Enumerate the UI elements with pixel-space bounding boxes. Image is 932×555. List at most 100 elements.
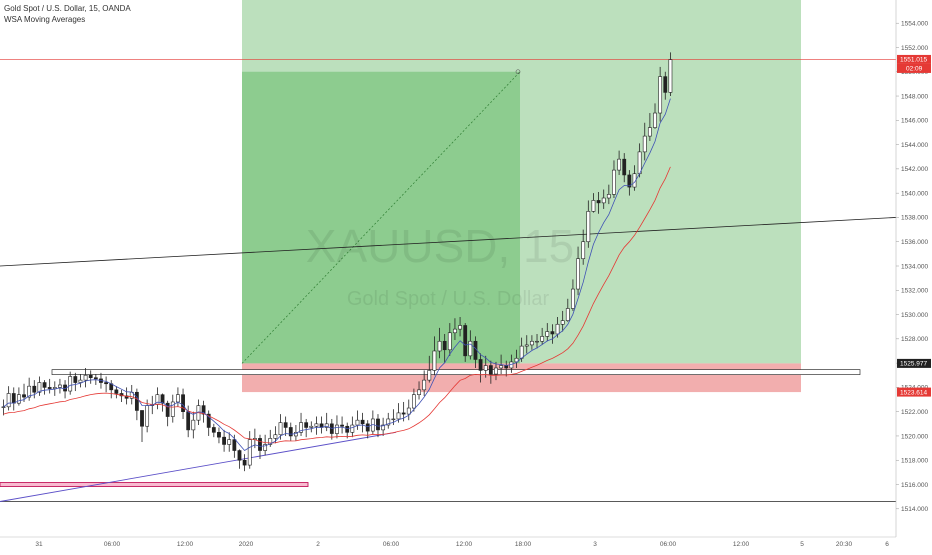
candle: [545, 323, 550, 342]
time-tick-label: 12:00: [456, 541, 473, 548]
candle: [422, 370, 427, 396]
candle-body: [170, 401, 175, 417]
candle: [627, 170, 632, 196]
price-tick-label: 1518.000: [901, 458, 928, 465]
candle-body: [181, 394, 185, 412]
candle-body: [360, 419, 365, 425]
candle-body: [473, 340, 478, 360]
candle: [78, 374, 83, 388]
candle-body: [488, 365, 493, 375]
candle-body: [324, 423, 329, 428]
candle: [524, 335, 529, 354]
price-tick-label: 1542.000: [901, 166, 928, 173]
candle: [73, 372, 78, 392]
candle: [16, 387, 21, 406]
candle-body: [47, 387, 52, 389]
candle: [155, 387, 160, 410]
candle-body: [52, 387, 57, 389]
candle: [299, 412, 303, 436]
candle-body: [211, 427, 216, 433]
candle: [437, 327, 442, 359]
candle-body: [535, 340, 539, 343]
candle-body: [145, 405, 150, 427]
candle: [386, 412, 391, 429]
candle-body: [6, 393, 11, 408]
candle-body: [309, 425, 314, 428]
candle: [432, 336, 437, 376]
candle-body: [612, 169, 616, 195]
candle: [601, 189, 606, 209]
indicator-title: WSA Moving Averages: [4, 15, 86, 24]
time-tick-label: 5: [800, 541, 804, 548]
candle-body: [591, 200, 596, 212]
time-tick-label: 20:30: [836, 541, 853, 548]
time-tick-label: 6: [885, 541, 889, 548]
candle-body: [529, 340, 534, 346]
candle: [273, 426, 278, 444]
price-tick-label: 1532.000: [901, 288, 928, 295]
candle: [58, 378, 62, 394]
time-tick-label: 06:00: [104, 541, 121, 548]
stop-price-tag: [897, 387, 931, 397]
candle: [201, 400, 206, 423]
candle-body: [11, 393, 16, 404]
candle: [6, 386, 11, 411]
candle-body: [114, 389, 119, 394]
candle: [345, 422, 350, 439]
candle-body: [458, 325, 462, 330]
candle: [376, 414, 380, 438]
candle: [42, 380, 47, 395]
time-tick-label: 18:00: [515, 541, 532, 548]
candle: [581, 229, 586, 265]
candle-body: [453, 328, 457, 334]
candle-body: [376, 418, 380, 431]
candle: [68, 371, 73, 395]
candle: [181, 388, 185, 419]
candle-body: [411, 394, 416, 409]
candle: [355, 410, 360, 430]
candle-body: [478, 359, 483, 371]
candle: [596, 191, 601, 214]
candle-body: [540, 336, 545, 342]
candle-body: [550, 331, 555, 335]
candle: [463, 323, 468, 362]
candle: [663, 71, 668, 100]
candle: [529, 335, 534, 350]
candle-body: [68, 376, 73, 392]
candle-body: [78, 379, 83, 383]
candle: [52, 381, 57, 396]
candle: [191, 411, 196, 439]
candle-body: [653, 112, 657, 128]
candle-body: [314, 423, 319, 427]
candle-body: [160, 394, 165, 404]
watermark-symbol: XAUUSD, 15: [306, 220, 574, 272]
candle-body: [545, 331, 550, 337]
candle-body: [283, 422, 288, 428]
candle-body: [22, 394, 26, 398]
candle-body: [417, 389, 421, 395]
candle: [227, 432, 232, 452]
candle-body: [191, 419, 196, 431]
candle-body: [581, 241, 586, 260]
stop-price-label: 1523.614: [900, 389, 927, 396]
candle-body: [186, 411, 191, 431]
symbol-title: Gold Spot / U.S. Dollar, 15, OANDA: [4, 4, 131, 13]
position-target-marker: [515, 69, 521, 75]
candle-body: [381, 424, 386, 431]
candle: [560, 310, 565, 332]
price-tick-label: 1544.000: [901, 142, 928, 149]
candle: [47, 378, 52, 394]
price-tick-label: 1546.000: [901, 118, 928, 125]
price-tick-label: 1538.000: [901, 215, 928, 222]
candle: [314, 416, 319, 435]
candle: [83, 367, 88, 388]
candle: [576, 246, 580, 296]
candle-body: [217, 432, 221, 438]
resistance-box: [51, 369, 861, 375]
position-path-line: [241, 71, 521, 364]
candle: [129, 384, 134, 405]
candle-body: [88, 374, 93, 378]
candle: [478, 353, 483, 383]
